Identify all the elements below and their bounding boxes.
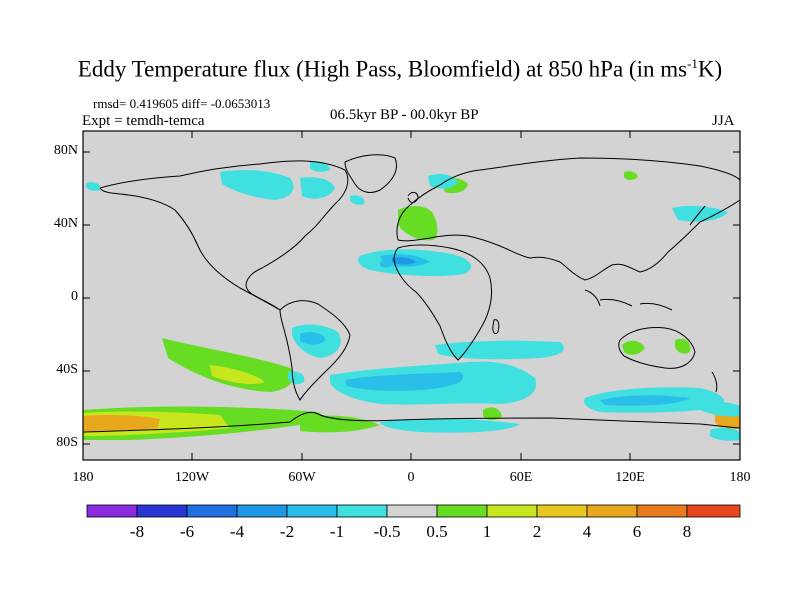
colorbar-box (536, 504, 588, 518)
coast-antarctica (83, 411, 740, 433)
lat-label: 40N (53, 216, 78, 231)
axis-ticks (82, 131, 741, 460)
anomaly-south-america-blue (300, 332, 326, 345)
coast-north-america (99, 160, 349, 311)
colorbar-box (636, 504, 688, 518)
coast-eurasia (396, 157, 740, 281)
coast-greenland (344, 154, 397, 193)
anomaly-south-pacific-green (162, 338, 294, 392)
anomaly-north-atlantic-core (392, 257, 416, 265)
colorbar-box (186, 504, 238, 518)
coast-new-zealand (711, 371, 718, 393)
colorbar-label: -0.5 (373, 522, 401, 541)
colorbar-label: 1 (482, 522, 492, 541)
colorbar-box (236, 504, 288, 518)
coastlines (83, 154, 740, 433)
anomaly-south-pacific-yellow (210, 365, 265, 384)
anomaly-arctic-cyan (310, 161, 330, 172)
anomaly-greenland-cyan (428, 174, 458, 189)
colorbar-box (86, 504, 138, 518)
coast-africa (393, 244, 493, 361)
anomaly-australia-green (622, 340, 645, 355)
colorbar-label: 0.5 (426, 522, 448, 541)
colorbar-label: -6 (179, 522, 195, 541)
lon-label: 60E (509, 470, 533, 485)
experiment-label: Expt = temdh-temca (82, 113, 205, 129)
colorbar-label: 8 (682, 522, 692, 541)
colorbar-box (286, 504, 338, 518)
coast-indonesia (584, 289, 673, 311)
colorbar-box (486, 504, 538, 518)
colorbar-label: -1 (329, 522, 345, 541)
colorbar-box (586, 504, 638, 518)
anomaly-north-america-cyan (220, 170, 294, 200)
lat-label: 40S (56, 362, 78, 377)
lat-label: 80N (53, 143, 78, 158)
anomaly-antarctica-green (300, 415, 380, 433)
lat-label: 80S (56, 435, 78, 450)
colorbar-box (436, 504, 488, 518)
lat-label: 0 (71, 289, 78, 304)
colorbar-label: -2 (279, 522, 295, 541)
anomaly-antarctic-cyan (380, 418, 520, 433)
anomaly-south-pacific-east-cyan (700, 401, 740, 417)
anomaly-siberia-green (624, 171, 638, 180)
period-label: 06.5kyr BP - 00.0kyr BP (330, 107, 479, 123)
colorbar-label: 4 (582, 522, 592, 541)
anomaly-south-indian-cyan (435, 340, 564, 360)
lon-label: 180 (72, 470, 94, 485)
anomaly-pacific-japan-cyan (672, 205, 728, 222)
colorbar-label: -4 (229, 522, 245, 541)
anomaly-antarctic-east-cyan (710, 427, 740, 441)
anomaly-west-africa-blue (380, 261, 392, 268)
colorbar-label: -8 (129, 522, 145, 541)
coast-australia (618, 327, 696, 369)
anomaly-south-africa-green (483, 407, 502, 421)
season-label: JJA (712, 113, 735, 129)
anomaly-canada-cyan (300, 177, 335, 199)
colorbar-box (336, 504, 388, 518)
anomaly-south-atlantic-blue (345, 372, 464, 391)
colorbar-label: 6 (632, 522, 642, 541)
colorbar-label: 2 (532, 522, 542, 541)
coast-uk (407, 191, 419, 203)
flux-shading (83, 161, 740, 441)
anomaly-europe-green (398, 206, 438, 241)
coast-japan (689, 205, 706, 226)
lon-label: 120W (174, 470, 210, 485)
lon-label: 60W (288, 470, 316, 485)
anomaly-alaska-cyan (86, 182, 101, 191)
colorbar (86, 504, 741, 518)
colorbar-box (136, 504, 188, 518)
colorbar-box (686, 504, 741, 518)
anomaly-australia-east-green (675, 338, 691, 354)
lon-label: 0 (407, 470, 415, 485)
anomaly-southern-ocean-orange (83, 415, 160, 432)
anomaly-southern-indian-core (600, 395, 690, 406)
figure-title: Eddy Temperature flux (High Pass, Bloomf… (77, 56, 723, 82)
anomaly-atlantic-cyan (350, 195, 365, 205)
lon-label: 180 (729, 470, 751, 485)
coast-south-america (279, 300, 351, 401)
colorbar-box (386, 504, 438, 518)
rmsd-diff-stats: rmsd= 0.419605 diff= -0.0653013 (93, 96, 271, 111)
lon-label: 120E (615, 470, 645, 485)
coast-madagascar (492, 319, 500, 335)
